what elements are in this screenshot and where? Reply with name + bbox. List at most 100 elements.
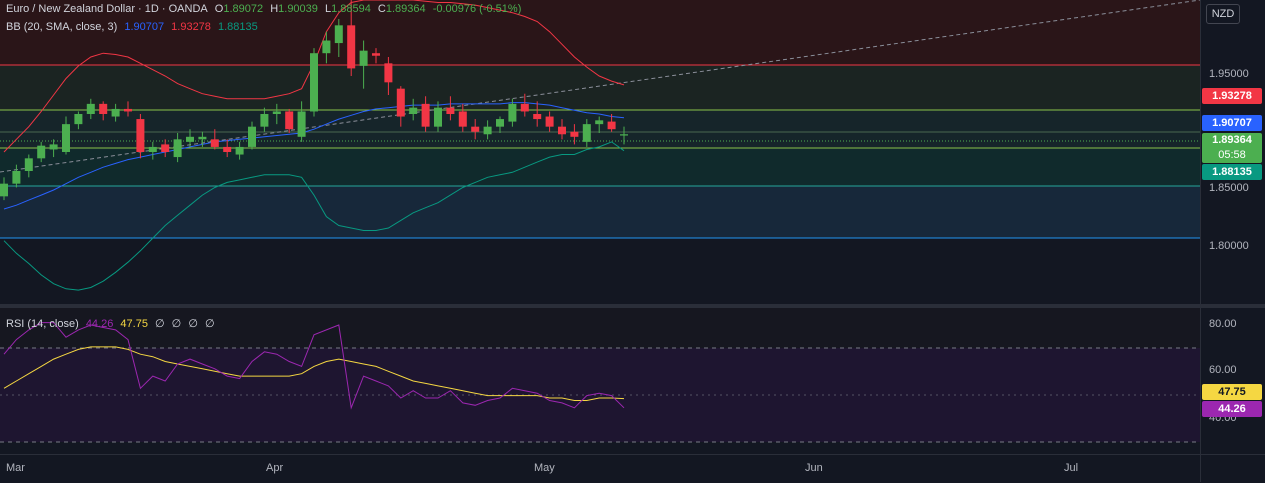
zone-red — [0, 0, 1200, 65]
high-label: H — [270, 3, 279, 15]
candle-body — [545, 116, 554, 127]
rsi-line — [3, 322, 625, 410]
candle-body — [86, 103, 95, 114]
price-pane[interactable]: Euro / New Zealand Dollar · 1D · OANDA O… — [0, 0, 1200, 304]
candle-body — [297, 111, 306, 137]
rsi-chart[interactable] — [0, 308, 1200, 454]
zone-blue — [0, 186, 1200, 238]
rsi-tick-80: 80.00 — [1209, 318, 1237, 330]
candle-body — [607, 121, 616, 130]
candle-body — [210, 139, 219, 147]
time-label-mar: Mar — [6, 462, 25, 474]
candle-body — [148, 146, 157, 152]
currency-button[interactable]: NZD — [1206, 4, 1240, 24]
rsi-extra-4: ∅ — [204, 318, 215, 330]
bb-lower-tag: 1.88135 — [1202, 164, 1262, 180]
bar-countdown: 05:58 — [1218, 149, 1246, 161]
candle-body — [0, 183, 8, 197]
symbol-name[interactable]: Euro / New Zealand Dollar · 1D · OANDA — [6, 3, 208, 15]
open-value: 1.89072 — [223, 3, 264, 15]
bb-lower-value: 1.88135 — [217, 21, 258, 33]
candle-body — [322, 40, 331, 54]
low-label: L — [324, 3, 332, 15]
time-axis-corner — [1200, 454, 1265, 482]
open-label: O — [214, 3, 224, 15]
candle-body — [173, 139, 182, 158]
time-label-jun: Jun — [805, 462, 823, 474]
rsi-extra-1: ∅ — [155, 318, 165, 330]
bb-name[interactable]: BB (20, SMA, close, 3) — [6, 21, 118, 33]
candle-body — [248, 126, 256, 147]
candle-body — [49, 144, 58, 150]
rsi-pane[interactable]: RSI (14, close) 44.26 47.75 ∅ ∅ ∅ ∅ — [0, 308, 1200, 454]
price-tick-3: 1.80000 — [1209, 240, 1249, 252]
candle-body — [496, 119, 504, 127]
rsi-ma-tag: 47.75 — [1202, 384, 1262, 400]
time-label-may: May — [534, 462, 555, 474]
candle-body — [520, 103, 529, 112]
close-label: C — [377, 3, 386, 15]
candle-body — [235, 146, 244, 155]
candle-body — [582, 124, 591, 142]
zone-green-upper — [0, 65, 1200, 110]
candle-body — [558, 126, 566, 135]
last-price-tag: 1.89364 05:58 — [1202, 133, 1262, 163]
candle-body — [434, 107, 442, 127]
time-label-jul: Jul — [1064, 462, 1079, 474]
pane-separator[interactable] — [0, 304, 1265, 308]
time-axis[interactable] — [0, 454, 1265, 483]
candle-body — [198, 136, 207, 140]
candle-body — [471, 126, 480, 132]
candle-body — [384, 63, 393, 83]
high-value: 1.90039 — [278, 3, 318, 15]
candle-body — [272, 111, 281, 114]
rsi-tick-60: 60.00 — [1209, 364, 1237, 376]
candle-body — [99, 103, 108, 114]
candle-body — [74, 114, 83, 125]
zone-green-mid — [0, 110, 1200, 148]
candle-body — [533, 114, 542, 120]
candle-body — [347, 25, 356, 69]
candle-body — [285, 111, 294, 130]
last-price-value: 1.89364 — [1212, 134, 1252, 146]
candle-body — [310, 53, 318, 112]
candle-body — [124, 108, 132, 112]
candle-body — [396, 88, 405, 117]
change-value: -0.00976 (-0.51%) — [432, 3, 522, 15]
candle-body — [111, 108, 120, 117]
bb-basis-tag: 1.90707 — [1202, 115, 1262, 131]
candle-body — [483, 126, 492, 135]
candle-body — [570, 131, 579, 137]
candle-body — [372, 53, 380, 56]
rsi-extra-2: ∅ — [171, 318, 182, 330]
candle-body — [12, 171, 21, 184]
zone-teal — [0, 148, 1200, 186]
candle-body — [223, 146, 232, 152]
price-tick-1: 1.95000 — [1209, 68, 1249, 80]
close-value: 1.89364 — [385, 3, 426, 15]
rsi-ma-line — [3, 346, 625, 401]
candle-body — [421, 103, 430, 127]
candle-body — [24, 158, 33, 171]
rsi-name[interactable]: RSI (14, close) — [6, 318, 79, 330]
candle-body — [446, 107, 455, 114]
candle-body — [62, 124, 70, 152]
rsi-ma-value: 47.75 — [120, 318, 148, 330]
bb-basis-line — [3, 102, 625, 210]
rsi-value: 44.26 — [85, 318, 114, 330]
candle-body — [37, 145, 46, 159]
time-label-apr: Apr — [266, 462, 284, 474]
candle-body — [260, 114, 269, 127]
rsi-extra-3: ∅ — [188, 318, 198, 330]
bb-legend[interactable]: BB (20, SMA, close, 3) 1.90707 1.93278 1… — [6, 21, 262, 33]
candle-body — [359, 50, 368, 66]
price-axis[interactable]: NZD 1.95000 1.85000 1.80000 1.93278 1.90… — [1200, 0, 1265, 304]
rsi-top-zone — [0, 308, 1200, 348]
rsi-legend[interactable]: RSI (14, close) 44.26 47.75 ∅ ∅ ∅ ∅ — [6, 317, 219, 330]
symbol-legend[interactable]: Euro / New Zealand Dollar · 1D · OANDA O… — [6, 3, 525, 15]
bb-upper-value: 1.93278 — [171, 21, 211, 33]
low-value: 1.88594 — [331, 3, 371, 15]
price-chart[interactable] — [0, 0, 1200, 304]
rsi-axis[interactable]: 80.00 60.00 40.00 47.75 44.26 — [1200, 308, 1265, 454]
candle-body — [334, 25, 343, 44]
